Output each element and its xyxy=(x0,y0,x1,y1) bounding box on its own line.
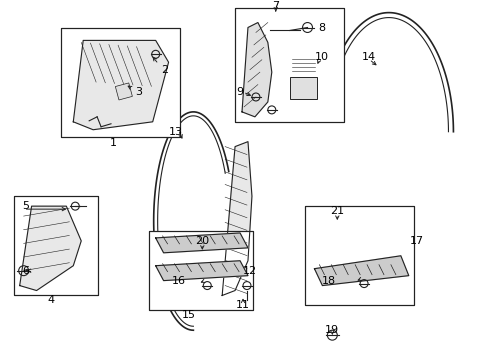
Text: 13: 13 xyxy=(168,127,182,137)
Polygon shape xyxy=(314,256,408,285)
Polygon shape xyxy=(222,141,251,296)
Polygon shape xyxy=(20,206,81,291)
Text: 18: 18 xyxy=(322,276,336,285)
Bar xyxy=(304,206,413,305)
Polygon shape xyxy=(242,23,271,117)
Bar xyxy=(14,196,98,296)
Text: 16: 16 xyxy=(171,276,185,285)
Text: 9: 9 xyxy=(236,87,243,97)
Text: 3: 3 xyxy=(135,87,142,97)
Bar xyxy=(148,231,252,310)
Bar xyxy=(235,8,344,122)
Text: 17: 17 xyxy=(409,236,423,246)
Bar xyxy=(61,27,180,137)
Bar xyxy=(61,27,180,137)
Text: 15: 15 xyxy=(181,310,195,320)
Text: 7: 7 xyxy=(272,1,279,11)
Bar xyxy=(14,196,98,296)
Text: 12: 12 xyxy=(243,266,257,276)
Text: 19: 19 xyxy=(325,325,339,335)
Text: 2: 2 xyxy=(161,65,168,75)
Text: 1: 1 xyxy=(109,138,116,148)
Bar xyxy=(148,231,252,310)
Bar xyxy=(115,83,132,100)
Text: 11: 11 xyxy=(236,300,249,310)
Text: 10: 10 xyxy=(314,52,328,62)
Text: 5: 5 xyxy=(22,201,29,211)
Polygon shape xyxy=(73,40,168,130)
Text: 21: 21 xyxy=(329,206,344,216)
Polygon shape xyxy=(155,261,247,280)
Text: 20: 20 xyxy=(195,236,209,246)
Text: 8: 8 xyxy=(317,23,325,32)
Bar xyxy=(289,77,317,99)
Bar xyxy=(304,206,413,305)
Bar xyxy=(235,8,344,122)
Polygon shape xyxy=(155,233,247,253)
Text: 6: 6 xyxy=(22,266,29,276)
Text: 14: 14 xyxy=(361,52,375,62)
Text: 4: 4 xyxy=(48,296,55,305)
